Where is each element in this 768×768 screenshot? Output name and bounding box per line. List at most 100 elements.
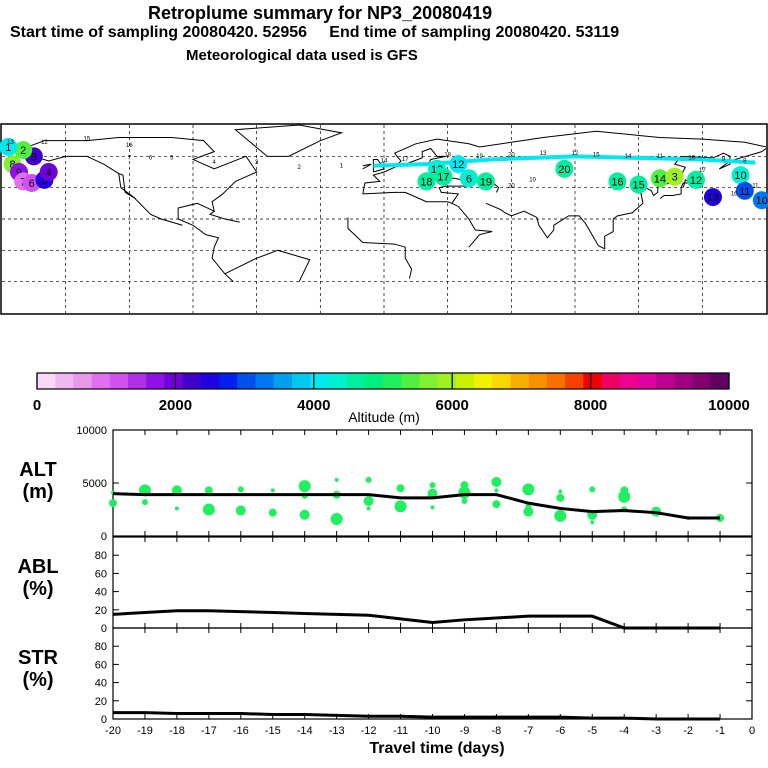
- map-marker: [703, 188, 722, 207]
- x-tick-label: 0: [749, 725, 755, 737]
- map-marker-label: 13: [707, 192, 719, 204]
- series-line-alt: [112, 492, 721, 520]
- map-marker-label: 15: [633, 180, 645, 192]
- x-tick-label: -9: [460, 725, 470, 737]
- colorbar-cell: [565, 373, 584, 389]
- track-time-label: 3: [255, 160, 259, 166]
- x-tick-label: -8: [492, 725, 502, 737]
- track-time-label: 11: [752, 184, 759, 190]
- altitude-point: [458, 486, 471, 499]
- altitude-point: [430, 505, 435, 510]
- colorbar-cell: [109, 373, 129, 389]
- colorbar-cell: [55, 373, 74, 389]
- colorbar-cell: [364, 373, 384, 389]
- y-tick-label: 80: [95, 550, 107, 562]
- track-time-label: 2: [297, 165, 301, 171]
- colorbar-tick-label: 4000: [297, 397, 330, 414]
- track-time-label: 19: [476, 154, 483, 160]
- series-line-abl: [112, 609, 721, 630]
- panel-alt: ALT(m) 10000 5000 0: [19, 425, 753, 543]
- altitude-point: [270, 488, 275, 493]
- altitude-point: [298, 480, 311, 493]
- panel-label: STR: [18, 647, 59, 669]
- map-marker-label: 5: [41, 175, 47, 187]
- colorbar-tick-label: 2000: [159, 397, 192, 414]
- map-marker-label: 4: [46, 167, 52, 179]
- panel-label: (%): [22, 578, 53, 600]
- y-tick-label: 80: [95, 641, 107, 653]
- colorbar-cell: [401, 373, 420, 389]
- y-tick-label: 5000: [83, 478, 107, 490]
- map-marker-label: 8: [10, 159, 16, 171]
- y-tick-label: 20: [95, 605, 107, 617]
- track-time-label: 12: [41, 140, 48, 146]
- x-tick-label: -7: [523, 725, 533, 737]
- panel-label: ALT: [19, 459, 56, 481]
- colorbar-cell: [200, 373, 220, 389]
- colorbar-cell: [656, 373, 675, 389]
- map-marker: [434, 167, 453, 186]
- x-tick-label: -17: [201, 725, 217, 737]
- colorbar-cell: [419, 373, 439, 389]
- map-marker-label: 16: [611, 176, 623, 188]
- map-marker: [39, 163, 58, 181]
- x-tick-label: -14: [297, 725, 313, 737]
- track-time-label: 16: [731, 192, 738, 198]
- panel-label: (%): [22, 669, 53, 691]
- colorbar-cell: [383, 373, 402, 389]
- altitude-point: [494, 488, 499, 493]
- y-tick-label: 0: [101, 714, 107, 726]
- map-marker: [752, 191, 768, 210]
- map-marker: [686, 170, 705, 189]
- altitude-point: [109, 499, 117, 508]
- colorbar-cell: [273, 373, 293, 389]
- altitude-point: [522, 483, 535, 496]
- x-tick-label: -4: [619, 725, 629, 737]
- map-marker-label: 6: [29, 178, 35, 190]
- colorbar-cell: [73, 373, 93, 389]
- altitude-point: [554, 509, 567, 522]
- x-tick-label: -18: [169, 725, 185, 737]
- x-tick-label: -20: [105, 725, 121, 737]
- colorbar-tick-label: 0: [33, 397, 41, 414]
- altitude-colorbar: 0 2000 4000 6000 8000 10000 Altitude (m): [33, 372, 750, 425]
- colorbar-label: Altitude (m): [348, 409, 420, 425]
- altitude-point: [556, 493, 565, 502]
- map-marker: [0, 137, 18, 156]
- track-time-label: 6: [149, 155, 153, 161]
- map-marker-label: 12: [690, 175, 702, 187]
- x-tick-label: -15: [265, 725, 281, 737]
- altitude-point: [461, 498, 468, 505]
- altitude-point: [365, 476, 372, 483]
- track-time-label: 20: [508, 184, 515, 190]
- map-marker: [459, 169, 478, 188]
- x-tick-label: -2: [683, 725, 693, 737]
- map-marker: [650, 169, 669, 188]
- map-marker: [665, 167, 684, 186]
- x-tick-label: -6: [555, 725, 565, 737]
- altitude-point: [590, 520, 595, 525]
- colorbar-tick-label: 8000: [574, 397, 607, 414]
- track-time-label: 12: [572, 151, 579, 157]
- map-marker-label: 20: [558, 164, 570, 176]
- track-time-label: 9: [722, 157, 726, 163]
- altitude-point: [171, 485, 182, 496]
- map-marker-label: 1: [5, 142, 11, 154]
- x-tick-label: -1: [715, 725, 725, 737]
- colorbar-cell: [528, 373, 548, 389]
- colorbar-cell: [128, 373, 147, 389]
- colorbar-cell: [637, 373, 657, 389]
- colorbar-cell: [546, 373, 566, 389]
- colorbar-cell: [291, 373, 311, 389]
- time-series-panels: ALT(m)1000050000ABL(%)806040200STR(%)806…: [17, 425, 755, 757]
- map-marker-label: 17: [437, 172, 449, 184]
- x-axis-label: Travel time (days): [369, 740, 504, 757]
- track-time-label: 13: [7, 140, 14, 146]
- track-time-label: 15: [84, 137, 91, 143]
- colorbar-cell: [492, 373, 511, 389]
- y-tick-label: 0: [101, 531, 107, 543]
- colorbar-cell: [146, 373, 165, 389]
- map-marker-label: 9: [16, 167, 22, 179]
- map-marker: [608, 172, 627, 191]
- x-tick-label: -19: [137, 725, 153, 737]
